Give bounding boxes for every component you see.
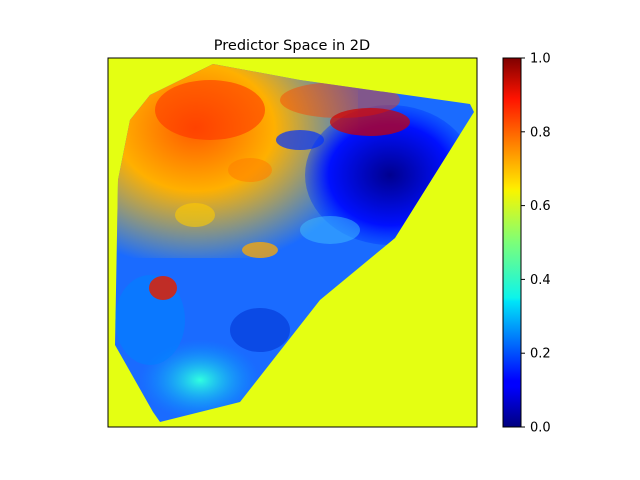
colorbar-ticks: 0.0 0.2 0.4 0.6 0.8 1.0 — [521, 52, 551, 436]
axes-frame — [107, 57, 478, 428]
colorbar-tick-label: 0.2 — [530, 347, 551, 362]
colorbar-tick-label: 0.6 — [530, 199, 551, 214]
colorbar-gradient — [502, 57, 522, 428]
colorbar: 0.0 0.2 0.4 0.6 0.8 1.0 — [502, 52, 551, 436]
chart-title: Predictor Space in 2D — [214, 38, 370, 54]
colorbar-tick-label: 1.0 — [530, 52, 551, 67]
colorbar-tick-label: 0.0 — [530, 421, 551, 436]
colorbar-tick-label: 0.8 — [530, 125, 551, 140]
colorbar-tick-label: 0.4 — [530, 273, 551, 288]
